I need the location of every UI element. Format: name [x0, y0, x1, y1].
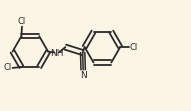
Text: Cl: Cl	[129, 43, 138, 52]
Text: Cl: Cl	[4, 63, 12, 72]
Text: Cl: Cl	[18, 17, 26, 26]
Text: N: N	[80, 71, 87, 80]
Text: NH: NH	[50, 49, 64, 58]
